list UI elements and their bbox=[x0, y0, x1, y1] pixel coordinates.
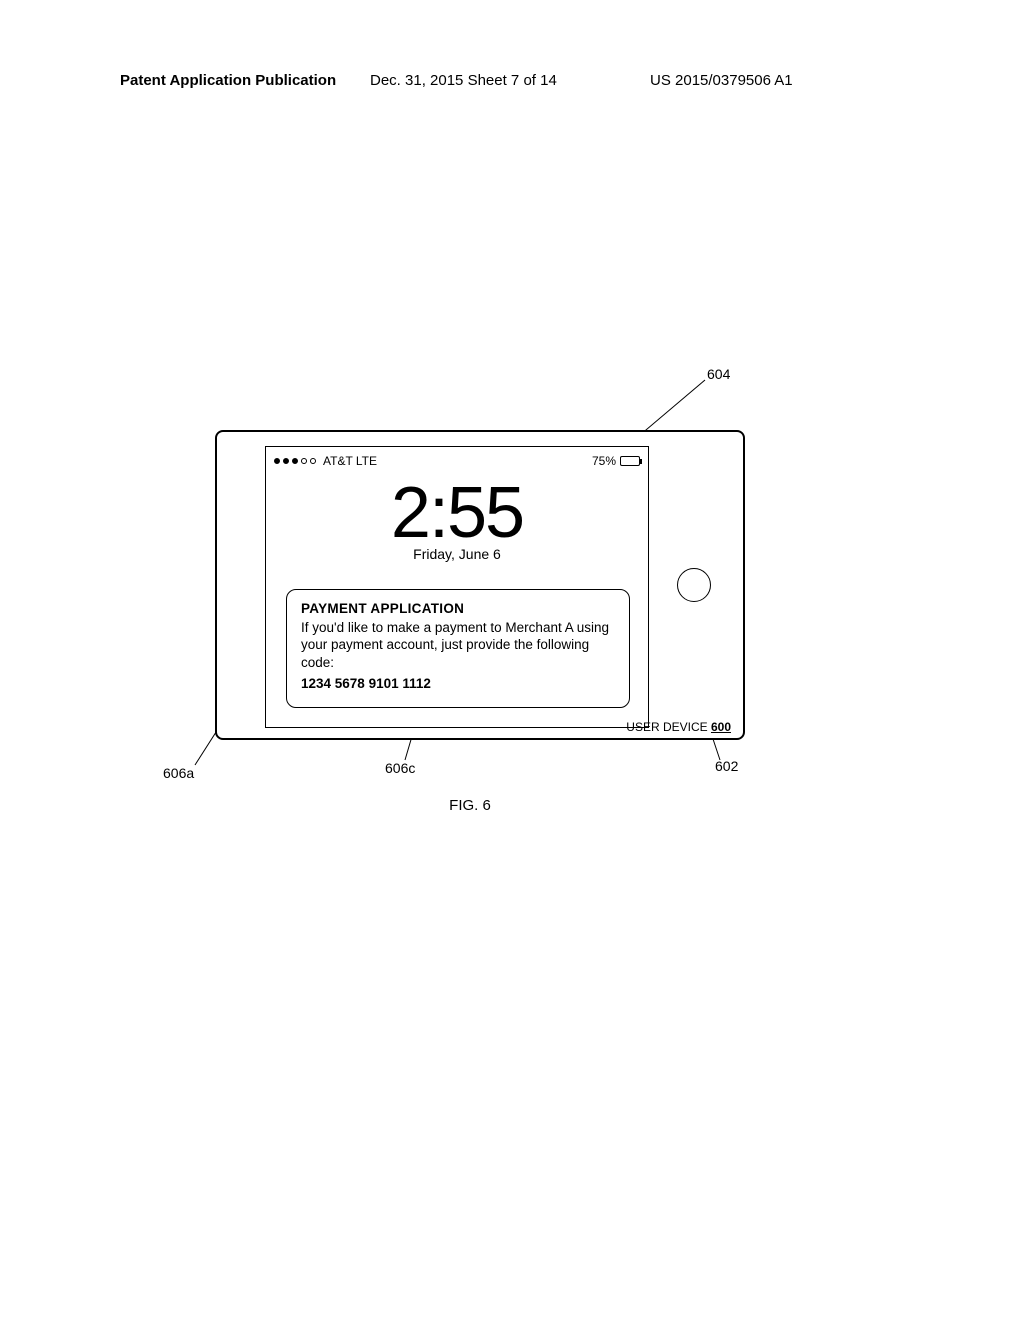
payment-notification[interactable]: PAYMENT APPLICATION If you'd like to mak… bbox=[286, 589, 630, 708]
home-button[interactable] bbox=[677, 568, 711, 602]
notification-body: If you'd like to make a payment to Merch… bbox=[301, 619, 615, 672]
device-label-number: 600 bbox=[711, 720, 731, 734]
callout-602: 602 bbox=[715, 758, 738, 774]
signal-dot-4 bbox=[301, 458, 307, 464]
figure-6: 604 606 602 606a 606b 606c AT&T LTE 75% bbox=[155, 360, 785, 900]
signal-dot-1 bbox=[274, 458, 280, 464]
battery-percent: 75% bbox=[592, 454, 616, 468]
phone-screen: AT&T LTE 75% 2:55 Friday, June 6 PAYMENT… bbox=[265, 446, 649, 728]
signal-dot-5 bbox=[310, 458, 316, 464]
phone-device: AT&T LTE 75% 2:55 Friday, June 6 PAYMENT… bbox=[215, 430, 745, 740]
device-label-prefix: USER DEVICE bbox=[626, 720, 711, 734]
callout-606a: 606a bbox=[163, 765, 194, 781]
lock-clock: 2:55 Friday, June 6 bbox=[266, 477, 648, 562]
battery-icon bbox=[620, 456, 640, 466]
device-label: USER DEVICE 600 bbox=[626, 720, 731, 734]
signal-dot-3 bbox=[292, 458, 298, 464]
header-right: US 2015/0379506 A1 bbox=[650, 72, 793, 89]
carrier-label: AT&T LTE bbox=[323, 454, 377, 468]
status-right: 75% bbox=[592, 454, 640, 468]
header-left: Patent Application Publication bbox=[120, 72, 336, 89]
clock-date: Friday, June 6 bbox=[266, 546, 648, 562]
status-bar: AT&T LTE 75% bbox=[274, 451, 640, 471]
status-left: AT&T LTE bbox=[274, 454, 377, 468]
header-center: Dec. 31, 2015 Sheet 7 of 14 bbox=[370, 72, 557, 89]
signal-dot-2 bbox=[283, 458, 289, 464]
notification-title: PAYMENT APPLICATION bbox=[301, 600, 615, 618]
callout-606c: 606c bbox=[385, 760, 415, 776]
callout-604: 604 bbox=[707, 366, 730, 382]
figure-caption: FIG. 6 bbox=[449, 797, 491, 814]
notification-code: 1234 5678 9101 1112 bbox=[301, 675, 615, 693]
clock-time: 2:55 bbox=[266, 477, 648, 549]
